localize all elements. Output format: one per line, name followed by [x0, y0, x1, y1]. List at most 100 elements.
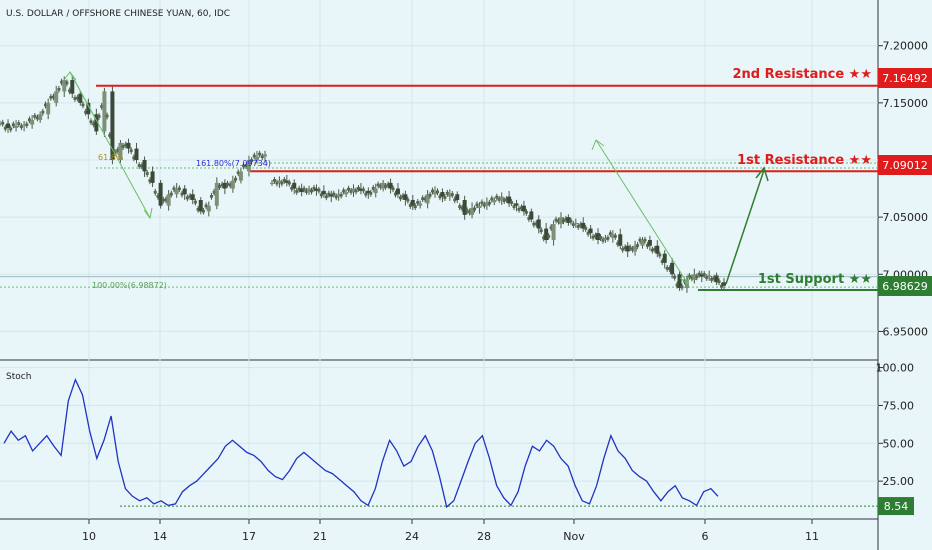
candle[interactable] — [302, 187, 306, 191]
candle[interactable] — [196, 207, 200, 211]
candle[interactable] — [254, 156, 259, 160]
candle[interactable] — [720, 284, 724, 288]
candle[interactable] — [204, 204, 208, 208]
projection-arrows[interactable] — [63, 71, 689, 285]
candle[interactable] — [113, 151, 117, 154]
candle[interactable] — [596, 233, 601, 240]
candle[interactable] — [445, 191, 449, 195]
candle[interactable] — [84, 110, 88, 114]
candle[interactable] — [514, 203, 519, 206]
candle[interactable] — [238, 171, 243, 181]
candle[interactable] — [214, 182, 219, 206]
candle[interactable] — [636, 244, 640, 247]
candle[interactable] — [473, 207, 477, 211]
candle[interactable] — [576, 225, 580, 228]
candle[interactable] — [292, 182, 297, 189]
candle[interactable] — [534, 222, 538, 226]
candle[interactable] — [92, 122, 96, 126]
candle[interactable] — [6, 123, 11, 128]
candle[interactable] — [332, 192, 336, 196]
candle[interactable] — [38, 114, 43, 120]
candle[interactable] — [699, 274, 704, 277]
candle[interactable] — [30, 120, 35, 125]
candle[interactable] — [86, 102, 91, 115]
candle[interactable] — [566, 217, 571, 223]
candle[interactable] — [653, 247, 657, 251]
candle[interactable] — [519, 206, 523, 210]
candle[interactable] — [455, 194, 460, 200]
candle[interactable] — [27, 118, 31, 122]
candle[interactable] — [295, 190, 299, 193]
candle[interactable] — [272, 179, 276, 182]
candle[interactable] — [22, 124, 27, 126]
candle[interactable] — [601, 238, 605, 242]
candle[interactable] — [722, 282, 726, 286]
candle[interactable] — [594, 234, 598, 238]
candle[interactable] — [554, 218, 558, 222]
candle[interactable] — [137, 164, 141, 167]
candle[interactable] — [156, 195, 160, 198]
candle[interactable] — [169, 192, 173, 196]
candle[interactable] — [697, 272, 701, 276]
candle[interactable] — [618, 234, 623, 246]
candle[interactable] — [599, 236, 603, 239]
candle[interactable] — [190, 194, 195, 200]
candle[interactable] — [121, 145, 125, 148]
candle[interactable] — [35, 116, 39, 120]
candle[interactable] — [277, 180, 282, 183]
candle[interactable] — [643, 238, 647, 242]
candle[interactable] — [68, 89, 72, 93]
candle[interactable] — [347, 187, 351, 191]
candle[interactable] — [153, 190, 157, 194]
candle[interactable] — [717, 280, 721, 284]
candle[interactable] — [321, 190, 326, 195]
candle[interactable] — [305, 190, 309, 193]
candle[interactable] — [561, 219, 565, 223]
candle[interactable] — [49, 95, 53, 99]
candle[interactable] — [180, 192, 184, 196]
candle[interactable] — [201, 209, 205, 213]
candle[interactable] — [438, 195, 442, 199]
candle[interactable] — [690, 276, 694, 280]
candle[interactable] — [536, 219, 541, 229]
candle[interactable] — [329, 194, 334, 197]
candle[interactable] — [57, 87, 61, 91]
candle[interactable] — [280, 181, 284, 185]
candle[interactable] — [336, 194, 341, 197]
candle[interactable] — [307, 188, 312, 192]
candle[interactable] — [507, 196, 512, 204]
candle[interactable] — [662, 253, 667, 263]
candle[interactable] — [188, 195, 192, 198]
candle[interactable] — [129, 149, 133, 153]
candle[interactable] — [621, 247, 625, 251]
candle[interactable] — [650, 248, 654, 252]
candle[interactable] — [571, 223, 575, 226]
candle[interactable] — [497, 198, 501, 201]
candle[interactable] — [702, 273, 706, 276]
candle[interactable] — [431, 189, 435, 193]
candle[interactable] — [668, 267, 672, 271]
candle[interactable] — [680, 285, 684, 289]
candle[interactable] — [495, 195, 499, 199]
candle[interactable] — [236, 171, 240, 175]
candle[interactable] — [462, 200, 467, 215]
candle[interactable] — [198, 200, 203, 212]
candle[interactable] — [78, 93, 83, 103]
candle[interactable] — [354, 189, 358, 193]
candle[interactable] — [633, 245, 638, 252]
candle[interactable] — [209, 195, 213, 198]
candle[interactable] — [492, 200, 497, 203]
candlestick-series[interactable] — [0, 75, 726, 293]
candle[interactable] — [344, 192, 349, 195]
candle[interactable] — [475, 203, 479, 207]
candle[interactable] — [384, 185, 388, 188]
candle[interactable] — [527, 217, 531, 220]
candle[interactable] — [684, 280, 689, 288]
candle[interactable] — [673, 275, 677, 279]
candle[interactable] — [521, 205, 526, 212]
candle[interactable] — [319, 193, 323, 197]
candle[interactable] — [97, 115, 101, 118]
candle[interactable] — [310, 189, 314, 193]
candle[interactable] — [206, 205, 211, 212]
candle[interactable] — [398, 196, 402, 200]
